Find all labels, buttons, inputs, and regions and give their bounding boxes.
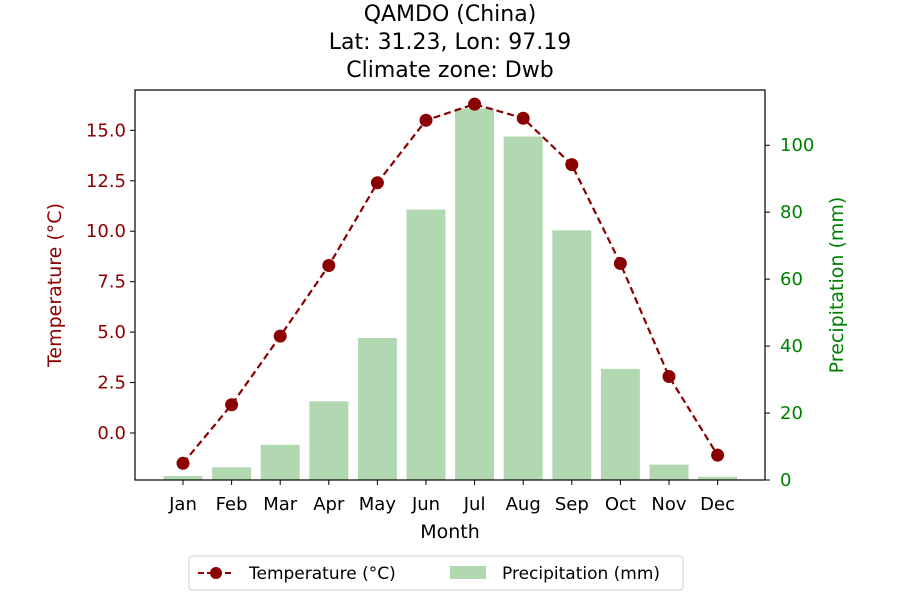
legend-precipitation-swatch [450,566,486,579]
temperature-line [182,102,719,464]
precip-bar-jan [163,475,203,480]
temperature-series-line [182,102,719,464]
precip-bar-apr [309,401,349,480]
right-axis-precipitation: 0 20 40 60 80 100 [765,135,814,491]
x-tick-label: Apr [313,494,345,515]
x-tick-label: Oct [605,494,636,515]
x-tick-label: Jun [411,494,440,515]
left-tick-label: 15.0 [86,120,126,141]
legend: Temperature (°C) Precipitation (mm) [188,555,684,591]
title-line-2: Lat: 31.23, Lon: 97.19 [329,30,571,55]
x-tick-label: Nov [651,494,686,515]
temp-point-aug [516,111,530,125]
chart-title: QAMDO (China) Lat: 31.23, Lon: 97.19 Cli… [329,2,571,83]
right-tick-label: 80 [780,202,803,223]
legend-box [188,555,684,591]
temp-point-sep [565,158,579,172]
x-axis-label: Month [420,521,480,543]
temp-point-oct [613,257,627,271]
left-tick-label: 2.5 [97,373,126,394]
temp-point-jul [468,97,482,111]
precipitation-bars [163,108,738,480]
precip-bar-dec [698,476,738,480]
legend-temperature-label: Temperature (°C) [248,564,396,584]
temp-point-mar [273,329,287,343]
x-axis-months: Jan Feb Mar Apr May Jun Jul Aug Sep Oct Nov Dec [168,480,735,515]
x-tick-label: Dec [700,494,735,515]
precip-bar-oct [600,368,640,480]
temp-point-may [370,176,384,190]
precip-bar-aug [503,136,543,480]
precip-bar-jul [455,108,495,480]
right-tick-label: 40 [780,336,803,357]
x-tick-label: Jul [463,494,486,515]
temperature-markers [176,97,725,470]
x-tick-label: Feb [216,494,248,515]
x-tick-label: Sep [555,494,589,515]
right-tick-label: 20 [780,403,803,424]
x-tick-label: Jan [168,494,197,515]
temp-point-feb [225,398,239,412]
precip-bar-feb [212,467,252,480]
plot-frame [134,89,766,481]
right-axis-label: Precipitation (mm) [826,197,848,374]
title-line-3: Climate zone: Dwb [346,58,553,83]
temp-point-jun [419,113,433,127]
right-tick-label: 0 [780,470,791,491]
x-tick-label: Aug [506,494,541,515]
precip-bar-jun [406,209,446,480]
x-tick-label: May [359,494,397,515]
title-line-1: QAMDO (China) [364,2,537,27]
left-axis-label: Temperature (°C) [44,203,66,368]
precip-bar-sep [552,230,592,480]
precip-bar-nov [649,464,689,480]
x-tick-label: Mar [263,494,298,515]
precip-bar-mar [260,444,300,480]
left-tick-label: 0.0 [97,423,126,444]
legend-precipitation-label: Precipitation (mm) [502,564,660,584]
temp-point-jan [176,456,190,470]
left-tick-label: 12.5 [86,171,126,192]
left-tick-label: 5.0 [97,322,126,343]
legend-temperature-marker [210,567,222,579]
temp-point-nov [662,369,676,383]
precip-bar-may [357,338,397,480]
temp-point-dec [711,448,725,462]
right-tick-label: 100 [780,135,814,156]
left-tick-label: 7.5 [97,272,126,293]
left-tick-label: 10.0 [86,221,126,242]
right-tick-label: 60 [780,269,803,290]
temp-point-apr [322,259,336,273]
left-axis-temperature: 0.0 2.5 5.0 7.5 10.0 12.5 15.0 [86,120,135,444]
